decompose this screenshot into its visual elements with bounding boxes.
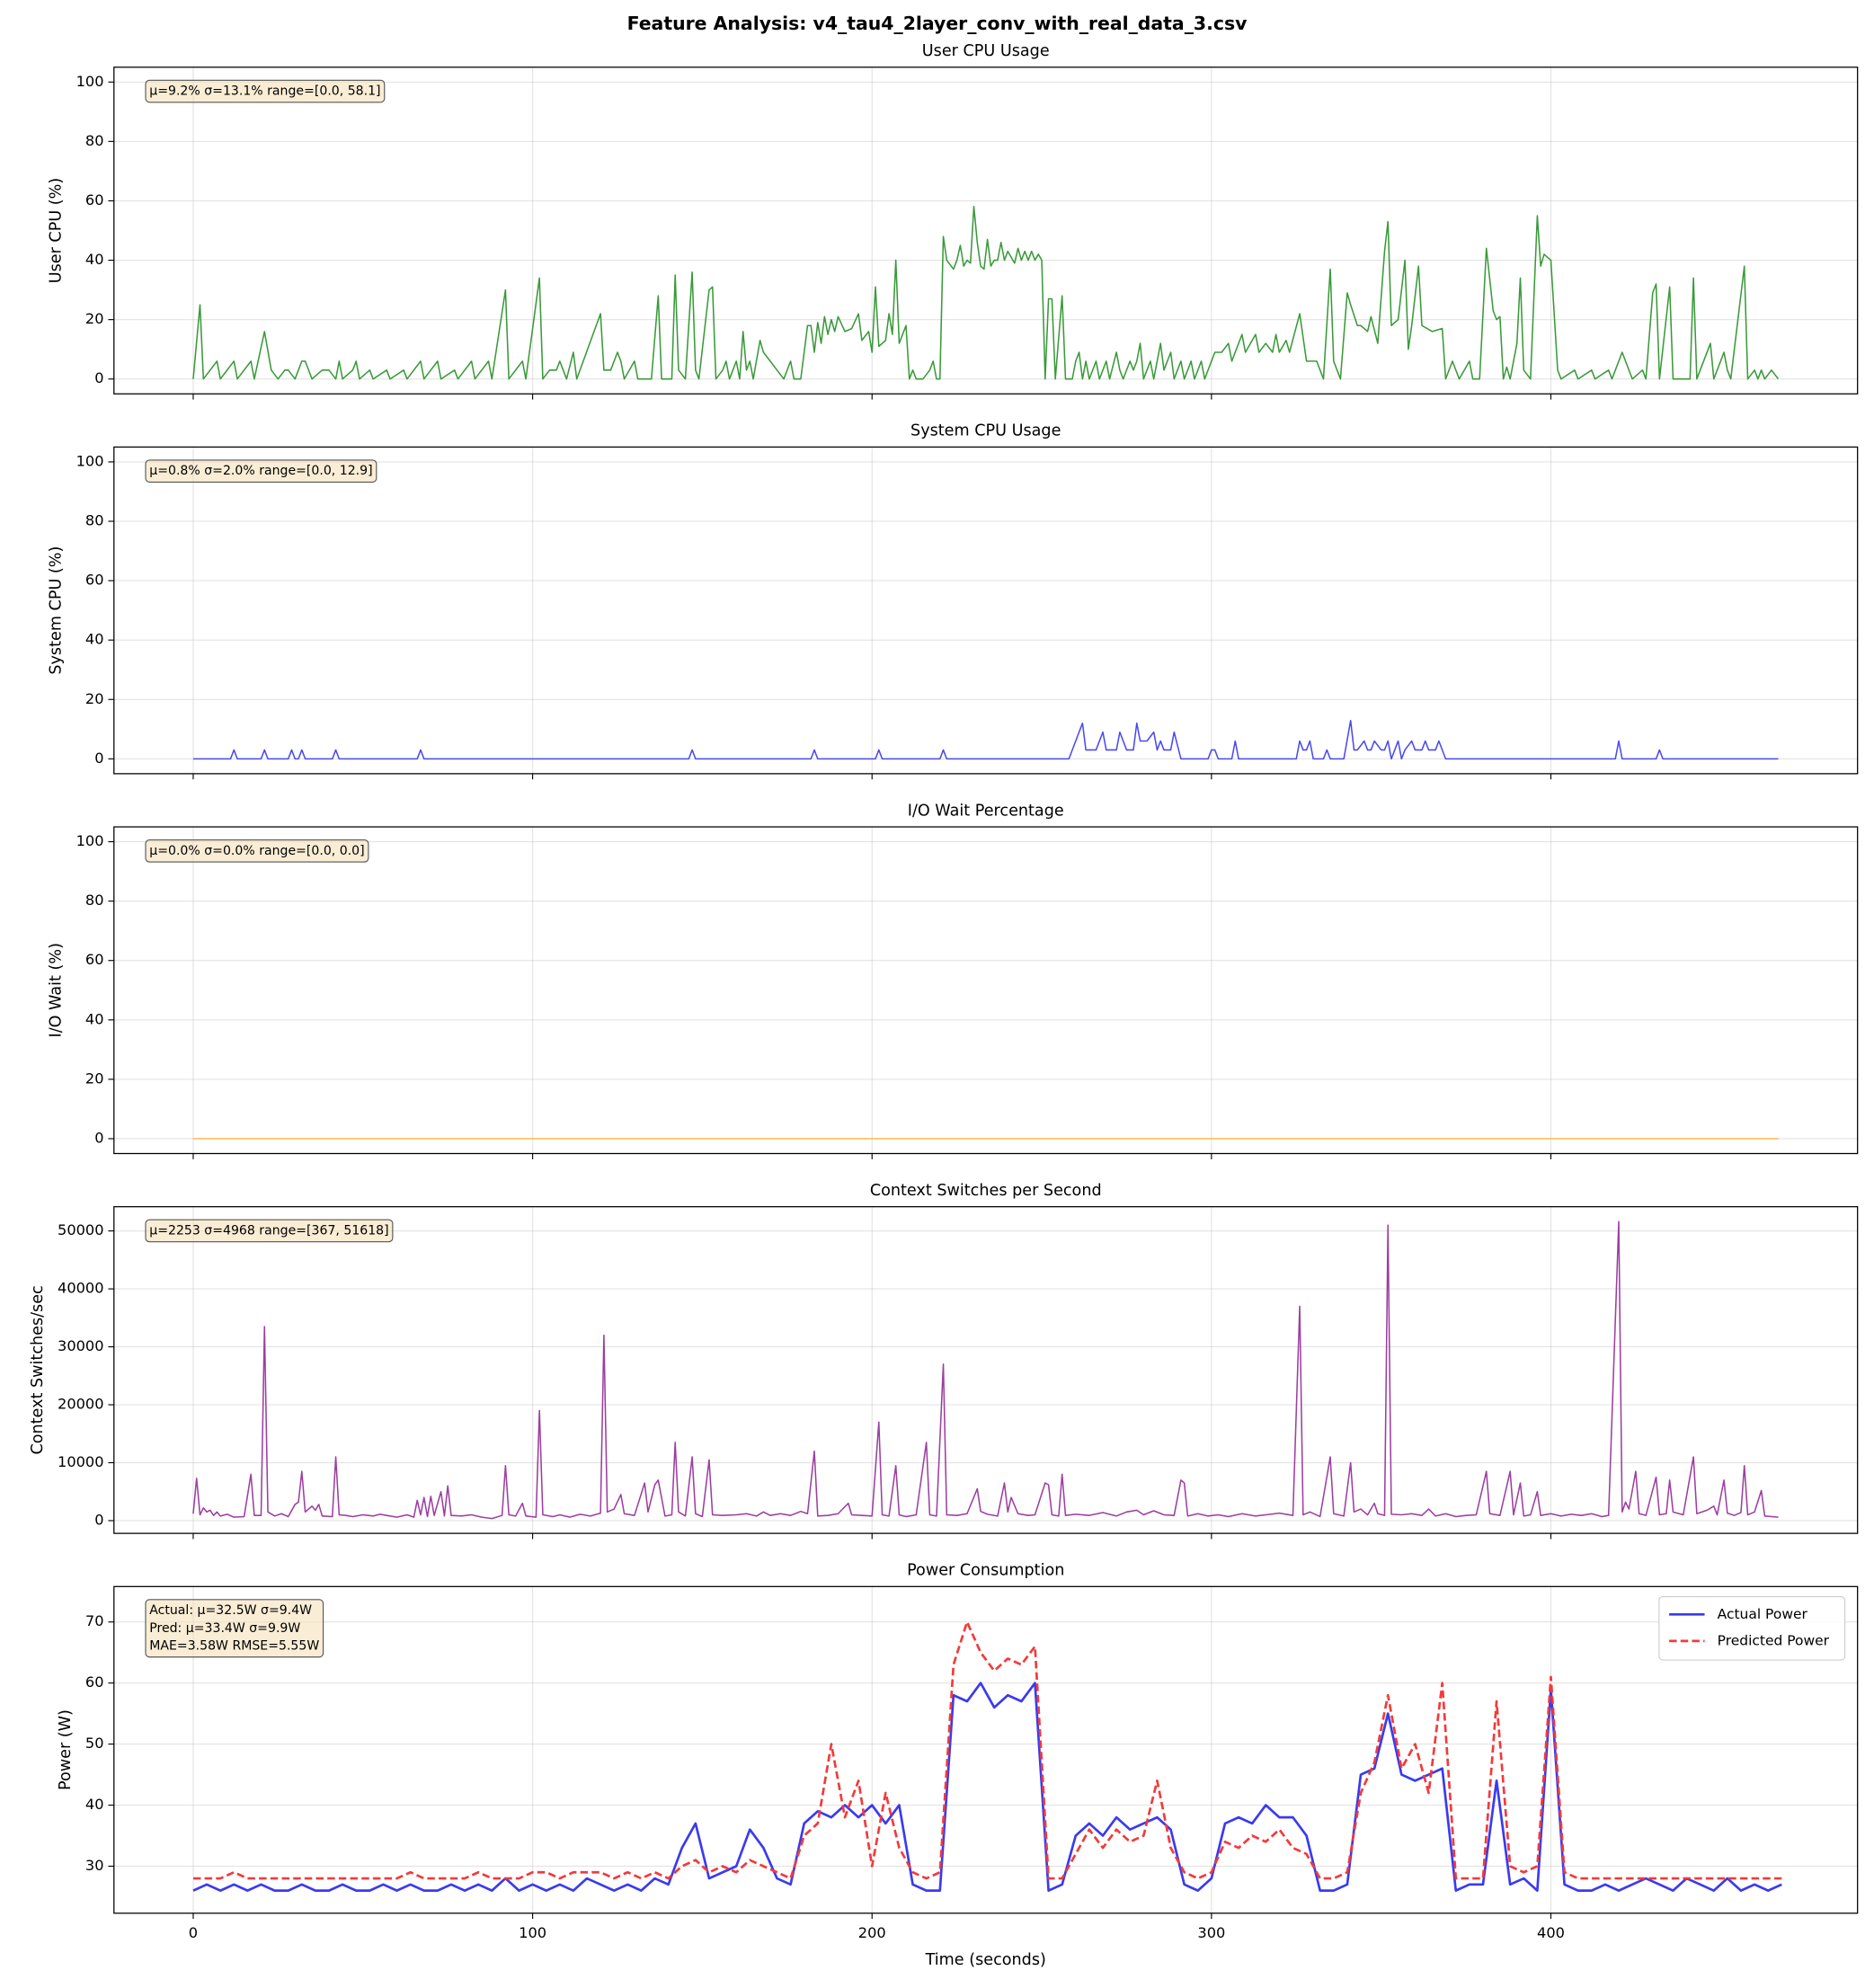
y-axis-label: Power (W) bbox=[57, 1709, 75, 1790]
annotation-box bbox=[145, 1599, 324, 1658]
axes-frame bbox=[113, 67, 1859, 395]
data-line bbox=[192, 205, 1780, 380]
y-tick-label: 40000 bbox=[58, 1280, 103, 1297]
y-tick-label: 60 bbox=[85, 191, 104, 209]
annotation-text: Actual: μ=32.5W σ=9.4W bbox=[149, 1603, 312, 1618]
x-tick-label: 200 bbox=[858, 1924, 886, 1941]
y-tick-label: 100 bbox=[76, 832, 104, 849]
y-axis-label: I/O Wait (%) bbox=[48, 943, 66, 1037]
y-tick-label: 70 bbox=[85, 1612, 104, 1629]
annotation-text: MAE=3.58W RMSE=5.55W bbox=[149, 1639, 319, 1654]
y-tick-label: 40 bbox=[85, 1796, 104, 1813]
panel-title: Context Switches per Second bbox=[870, 1182, 1102, 1200]
annotation-text: Pred: μ=33.4W σ=9.9W bbox=[149, 1621, 300, 1636]
panel-title: User CPU Usage bbox=[922, 42, 1050, 60]
annotation-box bbox=[145, 79, 386, 103]
y-tick-label: 100 bbox=[76, 452, 104, 469]
y-tick-label: 40 bbox=[85, 251, 104, 268]
annotation-text: μ=0.8% σ=2.0% range=[0.0, 12.9] bbox=[149, 464, 372, 478]
annotation-text: μ=2253 σ=4968 range=[367, 51618] bbox=[149, 1223, 388, 1238]
y-tick-label: 30 bbox=[85, 1857, 104, 1874]
y-axis-label: System CPU (%) bbox=[48, 546, 66, 675]
legend: Actual Power Predicted Power bbox=[1658, 1596, 1846, 1661]
y-tick-label: 0 bbox=[94, 750, 103, 767]
legend-label: Predicted Power bbox=[1718, 1632, 1830, 1648]
y-axis-label: Context Switches/sec bbox=[29, 1285, 47, 1454]
y-tick-label: 20 bbox=[85, 1069, 104, 1087]
x-tick-label: 300 bbox=[1197, 1924, 1225, 1941]
annotation-box bbox=[145, 1219, 394, 1243]
y-tick-label: 0 bbox=[94, 1511, 103, 1528]
panel-title: Power Consumption bbox=[907, 1562, 1064, 1580]
panel-title: System CPU Usage bbox=[910, 422, 1061, 440]
y-tick-label: 60 bbox=[85, 572, 104, 589]
y-tick-label: 80 bbox=[85, 892, 104, 909]
y-tick-label: 60 bbox=[85, 1673, 104, 1691]
annotation-box bbox=[145, 459, 377, 483]
y-tick-label: 10000 bbox=[58, 1453, 103, 1470]
annotation-text: μ=0.0% σ=0.0% range=[0.0, 0.0] bbox=[149, 844, 364, 858]
panel-title: I/O Wait Percentage bbox=[908, 802, 1064, 820]
data-line bbox=[192, 1682, 1782, 1892]
data-line bbox=[192, 1220, 1779, 1520]
x-tick-label: 100 bbox=[519, 1924, 546, 1941]
axes-frame bbox=[113, 1206, 1859, 1534]
figure-title: Feature Analysis: v4_tau4_2layer_conv_wi… bbox=[627, 13, 1248, 34]
y-axis-label: User CPU (%) bbox=[48, 178, 66, 284]
x-axis-label: Time (seconds) bbox=[925, 1951, 1046, 1969]
y-tick-label: 20 bbox=[85, 690, 104, 707]
y-tick-label: 40 bbox=[85, 631, 104, 648]
annotation-text: μ=9.2% σ=13.1% range=[0.0, 58.1] bbox=[149, 84, 380, 99]
legend-label: Actual Power bbox=[1718, 1606, 1808, 1622]
data-line bbox=[192, 719, 1779, 760]
y-tick-label: 40 bbox=[85, 1010, 104, 1027]
legend-box bbox=[1658, 1596, 1846, 1661]
y-tick-label: 30000 bbox=[58, 1337, 103, 1354]
y-tick-label: 80 bbox=[85, 512, 104, 529]
y-tick-label: 50000 bbox=[58, 1221, 103, 1238]
y-tick-label: 60 bbox=[85, 951, 104, 968]
x-tick-label: 0 bbox=[189, 1924, 198, 1941]
y-tick-label: 20 bbox=[85, 310, 104, 327]
axes-frame bbox=[113, 446, 1859, 775]
annotation-box bbox=[145, 839, 369, 863]
axes-frame bbox=[113, 1585, 1859, 1914]
y-tick-label: 100 bbox=[76, 73, 104, 90]
axes-frame bbox=[113, 826, 1859, 1155]
y-tick-label: 0 bbox=[94, 369, 103, 386]
y-tick-label: 0 bbox=[94, 1129, 103, 1146]
y-tick-label: 20000 bbox=[58, 1396, 103, 1413]
y-tick-label: 80 bbox=[85, 132, 104, 149]
x-tick-label: 400 bbox=[1537, 1924, 1565, 1941]
y-tick-label: 50 bbox=[85, 1735, 104, 1752]
